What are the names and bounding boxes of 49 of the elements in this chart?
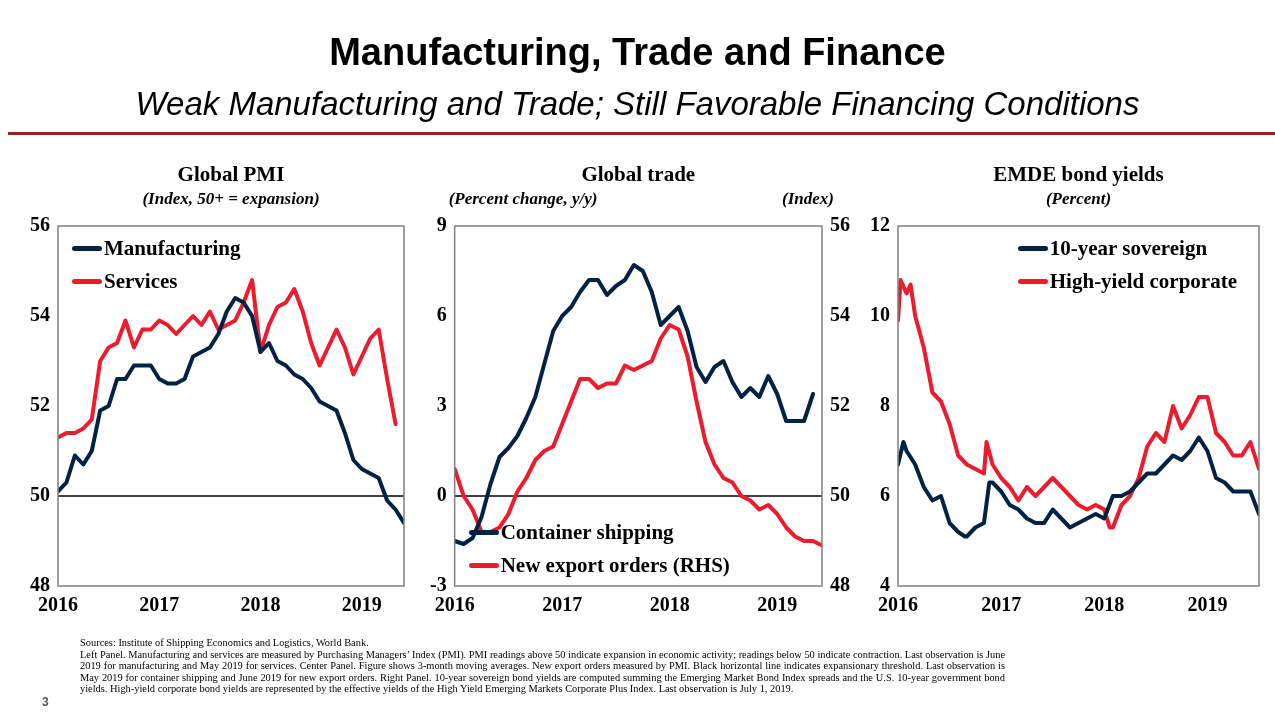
y-tick-label: 0 bbox=[436, 483, 447, 506]
y-tick-label: 54 bbox=[30, 303, 50, 326]
x-tick-label: 2016 bbox=[38, 593, 78, 616]
y-tick-label: 48 bbox=[30, 573, 50, 596]
x-tick-label: 2019 bbox=[341, 593, 382, 616]
legend-label: 10-year sovereign bbox=[1049, 236, 1208, 261]
y-tick-label: 9 bbox=[436, 213, 447, 236]
x-tick-label: 2017 bbox=[139, 593, 180, 616]
y2-tick-label: 50 bbox=[830, 483, 850, 506]
legend-label: New export orders (RHS) bbox=[500, 553, 730, 578]
chart-subtitle: (Percent) bbox=[1044, 189, 1113, 209]
x-tick-label: 2018 bbox=[649, 593, 690, 616]
y2-tick-label: 54 bbox=[830, 303, 850, 326]
x-tick-label: 2017 bbox=[981, 593, 1022, 616]
y-tick-label: 6 bbox=[436, 303, 447, 326]
x-tick-label: 2016 bbox=[434, 593, 475, 616]
y-tick-label: -3 bbox=[429, 573, 447, 596]
text: Manufacturing, Trade and Finance bbox=[328, 30, 947, 74]
y2-tick-label: 56 bbox=[830, 213, 850, 236]
chart-subtitle: (Index, 50+ = expansion) bbox=[141, 189, 321, 209]
x-tick-label: 2017 bbox=[542, 593, 583, 616]
chart-title: EMDE bond yields bbox=[992, 162, 1165, 187]
x-tick-label: 2019 bbox=[757, 593, 798, 616]
y2-axis-title: (Index) bbox=[782, 189, 834, 209]
x-tick-label: 2019 bbox=[1187, 593, 1228, 616]
y2-tick-label: 48 bbox=[830, 573, 850, 596]
text: Weak Manufacturing and Trade; Still Favorable Financing Conditions bbox=[134, 84, 1141, 124]
y-tick-label: 52 bbox=[30, 393, 50, 416]
x-tick-label: 2018 bbox=[240, 593, 281, 616]
y-tick-label: 12 bbox=[870, 213, 890, 236]
y-tick-label: 10 bbox=[870, 303, 890, 326]
y-tick-label: 4 bbox=[880, 573, 890, 596]
chart-title: Global trade bbox=[580, 162, 697, 187]
y2-tick-label: 52 bbox=[830, 393, 850, 416]
text: Left Panel. Manufacturing and services are measured by Purchasing Managers’ Index (PMI). PMI readings above 50 indicate expansion in economic activity; readings below 50 indicate contraction. Last observation is June 2019 for manufacturing and May 2019 for services. Center Panel. Figure shows 3-month moving averages. New export orders measured by PMI. Black horizontal line indicates expansionary threshold. Last observation is May 2019 for container shipping and June 2019 for new export orders. Right Panel. 10-year sovereign bond yields are computed summing the Emerging Market Bond Index spreads and the U.S. 10-year government bond yields. High-yield corporate bond yields are represented by the effective yields of the High Yield Emerging Markets Corporate Plus Index. Last observation is July 1, 2019. bbox=[80, 648, 1005, 695]
y-tick-label: 56 bbox=[30, 213, 50, 236]
y-tick-label: 3 bbox=[436, 393, 447, 416]
x-tick-label: 2016 bbox=[878, 593, 918, 616]
y-axis-title: (Percent change, y/y) bbox=[448, 189, 598, 209]
y-tick-label: 6 bbox=[880, 483, 890, 506]
legend-label: Services bbox=[104, 269, 178, 294]
source-note: Sources: Institute of Shipping Economics and Logistics, World Bank. bbox=[80, 637, 370, 649]
y-tick-label: 8 bbox=[880, 393, 890, 416]
x-tick-label: 2018 bbox=[1084, 593, 1125, 616]
chart-title: Global PMI bbox=[176, 162, 286, 187]
legend-label: High-yield corporate bbox=[1049, 269, 1237, 294]
y-tick-label: 50 bbox=[30, 483, 50, 506]
legend-label: Container shipping bbox=[500, 520, 674, 545]
legend-label: Manufacturing bbox=[104, 236, 241, 261]
